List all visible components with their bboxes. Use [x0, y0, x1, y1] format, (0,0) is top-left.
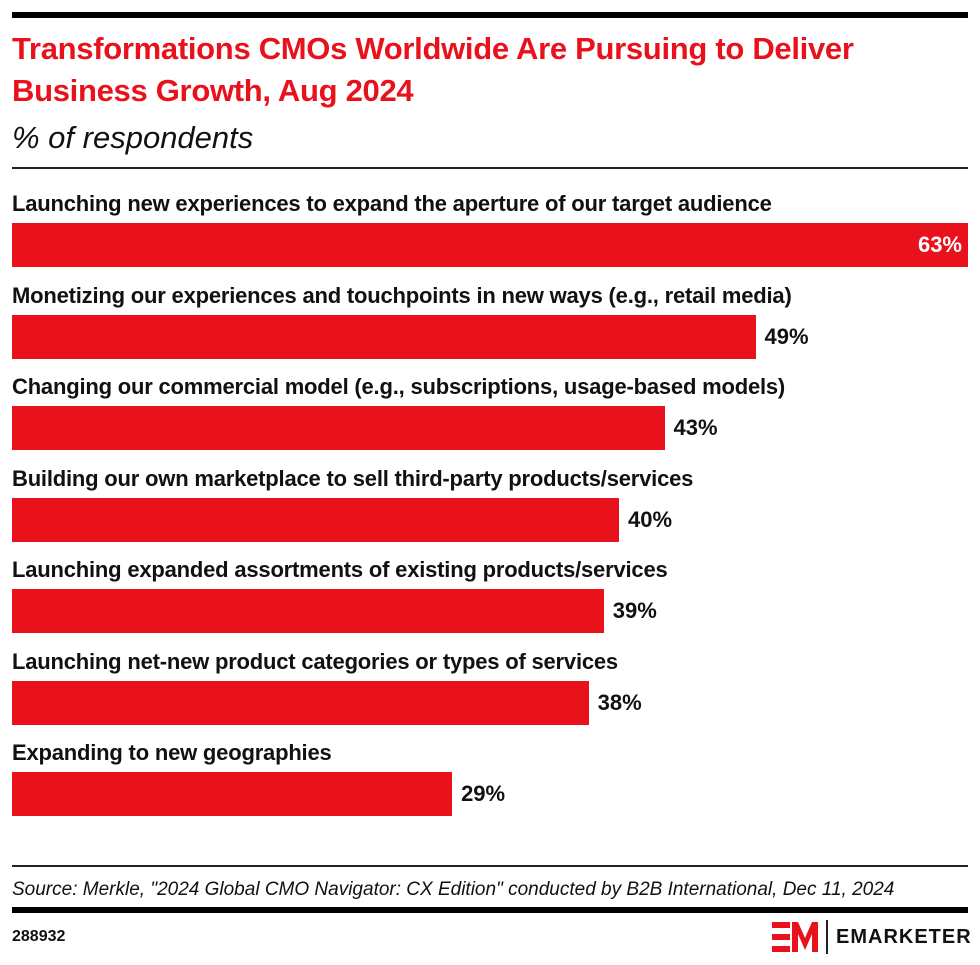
source-note: Source: Merkle, "2024 Global CMO Navigat…	[12, 879, 895, 900]
chart-subtitle: % of respondents	[12, 120, 254, 155]
value-label: 39%	[612, 598, 657, 623]
top-rule	[12, 12, 968, 18]
source-divider	[12, 865, 968, 867]
header-divider	[12, 167, 968, 169]
bar	[12, 314, 756, 359]
bar	[12, 223, 968, 267]
value-label: 43%	[673, 415, 718, 440]
bar	[12, 497, 619, 542]
value-label: 38%	[597, 689, 642, 715]
emarketer-logo: EMARKETER	[772, 920, 972, 954]
category-label: Expanding to new geographies	[12, 740, 332, 765]
bar	[12, 680, 589, 725]
category-label: Launching expanded assortments of existi…	[12, 557, 668, 582]
value-label: 29%	[461, 781, 506, 806]
category-label: Monetizing our experiences and touchpoin…	[12, 282, 792, 308]
bar	[12, 406, 665, 450]
em-logo-icon	[772, 922, 818, 952]
bar	[12, 589, 604, 633]
value-label: 40%	[627, 506, 673, 532]
category-label: Launching net-new product categories or …	[12, 648, 618, 674]
chart-id: 288932	[12, 928, 66, 945]
footer-rule	[12, 907, 968, 913]
value-label: 49%	[764, 323, 809, 349]
bar	[12, 772, 453, 816]
value-label: 63%	[917, 232, 962, 257]
brand-name: EMARKETER	[836, 925, 972, 948]
chart-title: Transformations CMOs Worldwide Are Pursu…	[12, 31, 854, 108]
category-label: Changing our commercial model (e.g., sub…	[12, 374, 786, 399]
category-label: Launching new experiences to expand the …	[12, 191, 772, 216]
category-label: Building our own marketplace to sell thi…	[12, 465, 694, 491]
logo-separator	[826, 920, 828, 954]
